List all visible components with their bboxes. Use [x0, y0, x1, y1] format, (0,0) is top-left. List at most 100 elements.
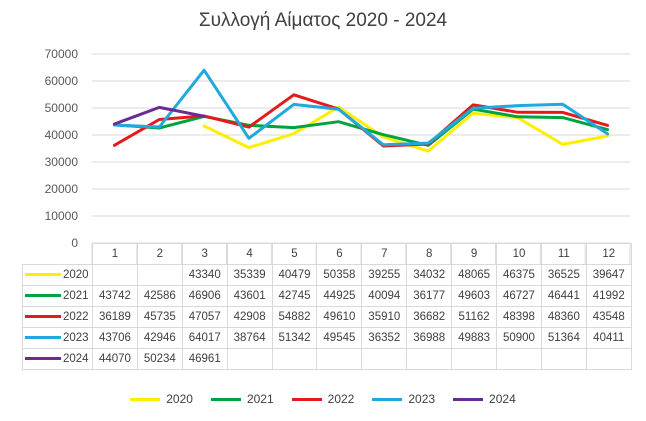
legend-swatch — [291, 398, 322, 402]
legend-label: 2024 — [489, 392, 516, 406]
data-cell — [540, 348, 587, 370]
y-tick-label: 40000 — [45, 128, 79, 142]
series-name: 2020 — [63, 269, 89, 281]
y-tick-label: 70000 — [45, 47, 79, 61]
table-row: 2022 36189 45735 47057 42908 54882 49610 35910 3… — [22, 306, 632, 328]
legend-swatch — [453, 398, 484, 402]
data-cell: 48360 — [540, 306, 587, 328]
x-tick-label: 9 — [451, 243, 498, 265]
table-row: 2021 43742 42586 46906 43601 42745 44925 40094 3… — [22, 285, 632, 307]
y-tick-label: 20000 — [45, 182, 79, 196]
data-table: 1 2 3 4 5 6 7 8 9 10 11 12 2020 43340 35339 40479 50358 3… — [22, 243, 632, 370]
table-row: 2020 43340 35339 40479 50358 39255 34032 48065 4… — [22, 264, 632, 286]
data-cell — [226, 348, 273, 370]
data-cell: 36352 — [361, 327, 408, 349]
data-cell — [406, 348, 453, 370]
data-cell: 40094 — [361, 285, 408, 307]
x-tick-label: 7 — [361, 243, 408, 265]
x-tick-label: 5 — [271, 243, 318, 265]
data-cell: 42946 — [136, 327, 183, 349]
series-label: 2024 — [22, 348, 93, 370]
data-cell: 35339 — [226, 264, 273, 286]
series-swatch — [25, 294, 61, 298]
table-row: 2024 44070 50234 46961 — [22, 348, 632, 370]
data-cell: 42586 — [136, 285, 183, 307]
y-tick-label: 10000 — [45, 209, 79, 223]
chart-title: Συλλογή Αίματος 2020 - 2024 — [198, 10, 448, 31]
data-cell: 48065 — [451, 264, 498, 286]
legend-label: 2023 — [408, 392, 436, 406]
y-tick-label: 50000 — [45, 101, 79, 115]
data-cell: 54882 — [271, 306, 318, 328]
data-cell: 43601 — [226, 285, 273, 307]
data-cell: 39647 — [585, 264, 632, 286]
data-cell — [585, 348, 632, 370]
data-cell: 36988 — [406, 327, 453, 349]
y-tick-label: 60000 — [45, 74, 79, 88]
series-line-2023 — [112, 68, 610, 147]
series-name: 2022 — [63, 311, 89, 323]
x-tick-label: 3 — [181, 243, 228, 265]
y-tick-label: 30000 — [45, 155, 79, 169]
series-name: 2024 — [63, 353, 89, 365]
legend-label: 2021 — [246, 392, 274, 406]
table-header-row: 1 2 3 4 5 6 7 8 9 10 11 12 — [23, 243, 632, 265]
legend-item: 2021 — [210, 392, 274, 406]
data-cell — [316, 348, 363, 370]
data-cell: 43706 — [92, 327, 138, 349]
series-swatch — [25, 273, 61, 277]
legend-swatch — [130, 398, 161, 402]
data-cell: 36525 — [540, 264, 587, 286]
data-cell: 46375 — [496, 264, 542, 286]
data-cell — [451, 348, 498, 370]
data-cell: 36682 — [406, 306, 453, 328]
table-row: 2023 43706 42946 64017 38764 51342 49545 36352 3… — [22, 327, 632, 349]
series-line-2024 — [112, 105, 206, 126]
x-tick-label: 10 — [496, 243, 542, 265]
legend-item: 2024 — [453, 392, 516, 406]
data-cell: 40411 — [585, 327, 632, 349]
x-tick-label: 11 — [540, 243, 587, 265]
data-cell: 36189 — [92, 306, 138, 328]
data-cell: 38764 — [226, 327, 273, 349]
x-tick-label: 12 — [585, 243, 632, 265]
x-tick-label: 6 — [316, 243, 363, 265]
legend-item: 2023 — [372, 392, 435, 406]
data-cell: 43548 — [585, 306, 632, 328]
data-cell: 44070 — [92, 348, 138, 370]
data-cell: 40479 — [271, 264, 318, 286]
data-cell: 49603 — [451, 285, 498, 307]
data-cell: 41992 — [585, 285, 632, 307]
data-cell: 50900 — [496, 327, 542, 349]
data-cell: 49545 — [316, 327, 363, 349]
data-cell — [271, 348, 318, 370]
data-cell — [136, 264, 183, 286]
data-cell: 36177 — [406, 285, 453, 307]
data-cell: 46441 — [540, 285, 587, 307]
series-swatch — [25, 315, 61, 319]
data-cell: 49883 — [451, 327, 498, 349]
data-cell — [496, 348, 542, 370]
data-cell: 49610 — [316, 306, 363, 328]
data-cell: 43742 — [92, 285, 138, 307]
data-cell: 46961 — [181, 348, 228, 370]
data-cell: 48398 — [496, 306, 542, 328]
data-cell — [361, 348, 408, 370]
series-label: 2020 — [22, 264, 93, 286]
data-cell: 51162 — [451, 306, 498, 328]
data-cell: 50358 — [316, 264, 363, 286]
series-label: 2021 — [22, 285, 93, 307]
series-label: 2023 — [22, 327, 93, 349]
data-cell: 35910 — [361, 306, 408, 328]
data-cell: 42908 — [226, 306, 273, 328]
series-swatch — [25, 357, 61, 361]
data-cell: 44925 — [316, 285, 363, 307]
data-cell: 46906 — [181, 285, 228, 307]
series-label: 2022 — [22, 306, 93, 328]
data-cell — [92, 264, 138, 286]
legend-item: 2020 — [130, 392, 193, 406]
legend-swatch — [372, 398, 403, 402]
data-cell: 45735 — [136, 306, 183, 328]
data-cell: 43340 — [181, 264, 228, 286]
y-tick-label: 0 — [71, 236, 78, 250]
